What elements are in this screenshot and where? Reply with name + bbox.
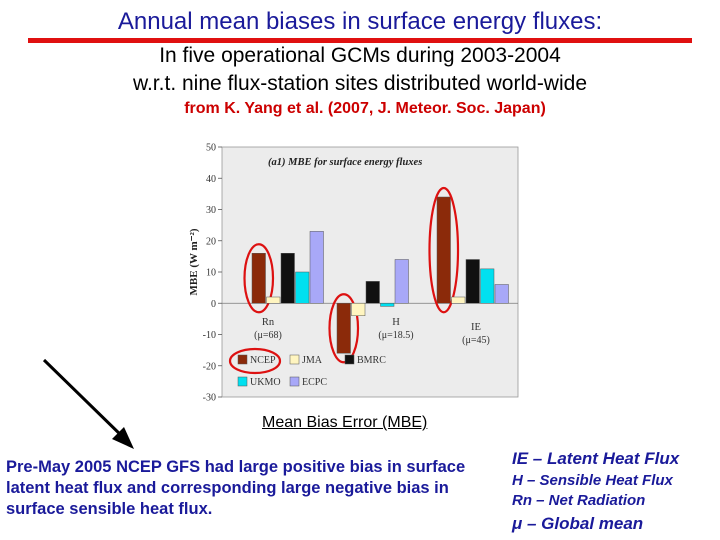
legend-swatch-ncep — [237, 354, 248, 365]
ncep-bias-note: Pre-May 2005 NCEP GFS had large positive… — [6, 458, 466, 518]
highlight-ellipse — [243, 243, 275, 314]
legend-swatch-ukmo — [237, 376, 248, 387]
mbe-bar-chart: -30 -20 -10 0 10 20 30 40 50 MBE (W m⁻²) (a1) MBE … — [188, 143, 519, 404]
group-label: IE — [471, 322, 481, 333]
y-tick-label: -30 — [203, 393, 216, 404]
bar-ukmo-ie — [480, 268, 495, 304]
highlight-ellipse — [328, 293, 360, 364]
mu-definition: μ – Global mean — [512, 514, 644, 533]
y-tick-label: 20 — [206, 236, 216, 247]
y-tick-label: 0 — [211, 299, 216, 310]
group-mu-label: (μ=68) — [254, 330, 282, 341]
bar-bmrc-h — [365, 281, 380, 304]
title-underline — [28, 38, 692, 43]
legend-highlight-ellipse — [228, 347, 282, 375]
bar-ukmo-h — [380, 303, 395, 307]
legend-swatch-bmrc — [344, 354, 355, 365]
legend-swatch-jma — [289, 354, 300, 365]
group-mu-label: (μ=45) — [462, 335, 490, 346]
y-tick-label: 40 — [206, 174, 216, 185]
group-label: H — [392, 317, 400, 328]
legend-label-ecpc: ECPC — [302, 377, 327, 388]
y-tick-label: -10 — [203, 330, 216, 341]
subtitle-line-1: In five operational GCMs during 2003-200… — [159, 44, 561, 67]
legend-label-bmrc: BMRC — [357, 355, 386, 366]
legend-label-ncep: NCEP — [250, 355, 276, 366]
y-tick-label: 50 — [206, 143, 216, 154]
bar-bmrc-ie — [465, 259, 480, 304]
chart-caption: Mean Bias Error (MBE) — [262, 414, 428, 431]
source-citation: from K. Yang et al. (2007, J. Meteor. So… — [184, 100, 546, 117]
y-tick-label: -20 — [203, 361, 216, 372]
bar-ncep-h — [336, 303, 351, 354]
rn-definition: Rn – Net Radiation — [512, 492, 646, 509]
subtitle-line-2: w.r.t. nine flux-station sites distribut… — [132, 72, 588, 95]
group-label: Rn — [262, 317, 275, 328]
highlight-ellipse — [428, 186, 460, 314]
chart-title: (a1) MBE for surface energy fluxes — [268, 157, 422, 168]
bar-jma-ie — [451, 296, 466, 304]
ie-definition: IE – Latent Heat Flux — [512, 449, 680, 468]
bar-bmrc-rn — [280, 253, 295, 304]
bar-ncep-rn — [251, 253, 266, 304]
bar-ncep-ie — [436, 196, 451, 304]
y-axis-label: MBE (W m⁻²) — [188, 228, 200, 295]
legend-swatch-ecpc — [289, 376, 300, 387]
bar-jma-h — [351, 303, 366, 316]
slide-title: Annual mean biases in surface energy flu… — [117, 8, 603, 35]
group-mu-label: (μ=18.5) — [378, 330, 413, 341]
h-definition: H – Sensible Heat Flux — [512, 472, 673, 489]
legend-label-ukmo: UKMO — [250, 377, 281, 388]
legend-label-jma: JMA — [302, 355, 323, 366]
y-tick-label: 10 — [206, 268, 216, 279]
bar-ecpc-h — [394, 259, 409, 304]
bar-ukmo-rn — [295, 271, 310, 304]
bar-ecpc-rn — [309, 231, 324, 304]
bar-ecpc-ie — [494, 284, 509, 304]
y-tick-label: 30 — [206, 205, 216, 216]
bar-jma-rn — [266, 296, 281, 304]
